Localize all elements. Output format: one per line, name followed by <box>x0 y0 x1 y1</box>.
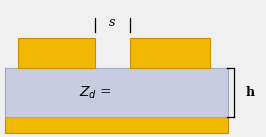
Bar <box>5 68 228 117</box>
Bar <box>5 117 228 133</box>
Text: s: s <box>109 15 115 28</box>
Bar <box>18 38 95 68</box>
Bar <box>130 38 210 68</box>
Text: h: h <box>246 86 255 99</box>
Text: $Z_d$ =: $Z_d$ = <box>78 85 111 101</box>
